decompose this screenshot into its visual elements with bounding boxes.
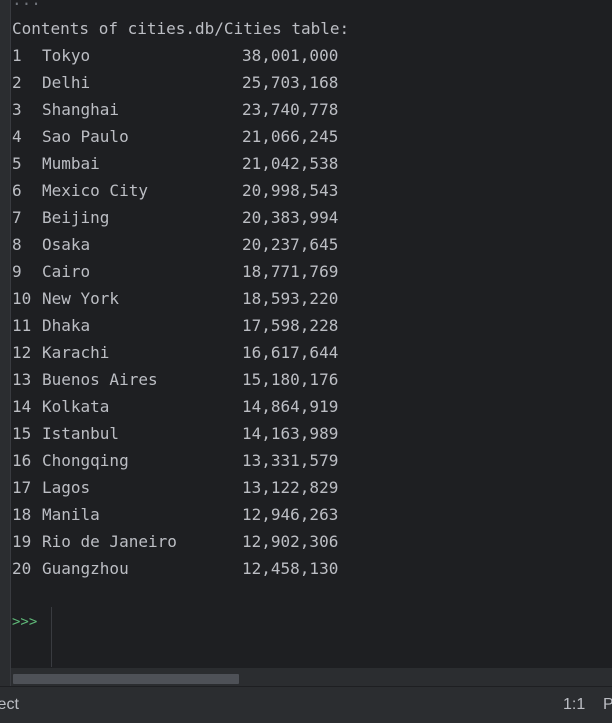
city-population: 18,593,220 [242, 289, 339, 308]
city-name: Tokyo [42, 46, 91, 65]
city-population: 15,180,176 [242, 370, 339, 389]
row-index: 8 [12, 235, 22, 254]
city-name: Beijing [42, 208, 110, 227]
city-population: 12,902,306 [242, 532, 339, 551]
output-row: 14 Kolkata 14,864,919 [12, 393, 572, 420]
row-index: 4 [12, 127, 22, 146]
city-name: Sao Paulo [42, 127, 129, 146]
city-name: New York [42, 289, 120, 308]
output-header-line: Contents of cities.db/Cities table: [12, 19, 350, 38]
output-row: 10 New York 18,593,220 [12, 285, 572, 312]
output-row: 20 Guangzhou 12,458,130 [12, 555, 572, 582]
output-row: 12 Karachi 16,617,644 [12, 339, 572, 366]
city-population: 16,617,644 [242, 343, 339, 362]
row-index: 5 [12, 154, 22, 173]
city-population: 23,740,778 [242, 100, 339, 119]
row-index: 9 [12, 262, 22, 281]
row-index: 16 [12, 451, 32, 470]
row-index: 7 [12, 208, 22, 227]
row-index: 3 [12, 100, 22, 119]
city-name: Mumbai [42, 154, 100, 173]
city-population: 18,771,769 [242, 262, 339, 281]
city-name: Dhaka [42, 316, 91, 335]
city-name: Karachi [42, 343, 110, 362]
output-row: 19 Rio de Janeiro 12,902,306 [12, 528, 572, 555]
city-population: 20,383,994 [242, 208, 339, 227]
row-index: 14 [12, 397, 32, 416]
city-name: Manila [42, 505, 100, 524]
city-population: 14,864,919 [242, 397, 339, 416]
row-index: 11 [12, 316, 32, 335]
console-prompt: >>> [12, 614, 38, 630]
output-row: 5 Mumbai 21,042,538 [12, 150, 572, 177]
city-population: 20,237,645 [242, 235, 339, 254]
horizontal-scrollbar[interactable] [11, 668, 612, 686]
city-population: 21,042,538 [242, 154, 339, 173]
output-row: 1 Tokyo 38,001,000 [12, 42, 572, 69]
city-name: Delhi [42, 73, 91, 92]
city-name: Guangzhou [42, 559, 129, 578]
output-row: 17 Lagos 13,122,829 [12, 474, 572, 501]
status-right-widget[interactable]: P [603, 696, 612, 713]
city-population: 38,001,000 [242, 46, 339, 65]
city-population: 20,998,543 [242, 181, 339, 200]
city-population: 25,703,168 [242, 73, 339, 92]
truncated-output-ellipsis: ... [12, 0, 41, 8]
row-index: 6 [12, 181, 22, 200]
city-population: 17,598,228 [242, 316, 339, 335]
output-row: 4 Sao Paulo 21,066,245 [12, 123, 572, 150]
row-index: 19 [12, 532, 32, 551]
row-index: 10 [12, 289, 32, 308]
row-index: 1 [12, 46, 22, 65]
status-bar: ject 1:1 P [0, 686, 612, 723]
city-population: 12,458,130 [242, 559, 339, 578]
city-name: Buenos Aires [42, 370, 158, 389]
caret-position-indicator[interactable]: 1:1 [563, 696, 586, 713]
output-row: 6 Mexico City 20,998,543 [12, 177, 572, 204]
city-name: Lagos [42, 478, 91, 497]
city-name: Shanghai [42, 100, 120, 119]
output-row: 13 Buenos Aires 15,180,176 [12, 366, 572, 393]
city-population: 14,163,989 [242, 424, 339, 443]
output-row: 8 Osaka 20,237,645 [12, 231, 572, 258]
status-project-label[interactable]: ject [0, 696, 19, 713]
city-name: Mexico City [42, 181, 148, 200]
row-index: 13 [12, 370, 32, 389]
row-index: 18 [12, 505, 32, 524]
row-index: 20 [12, 559, 32, 578]
console-gutter [0, 0, 10, 686]
city-name: Osaka [42, 235, 91, 254]
output-row: 18 Manila 12,946,263 [12, 501, 572, 528]
row-index: 12 [12, 343, 32, 362]
city-name: Rio de Janeiro [42, 532, 177, 551]
output-row: 16 Chongqing 13,331,579 [12, 447, 572, 474]
row-index: 2 [12, 73, 22, 92]
output-row: 11 Dhaka 17,598,228 [12, 312, 572, 339]
output-row: 2 Delhi 25,703,168 [12, 69, 572, 96]
row-index: 15 [12, 424, 32, 443]
city-name: Istanbul [42, 424, 120, 443]
city-population: 12,946,263 [242, 505, 339, 524]
city-name: Kolkata [42, 397, 110, 416]
city-name: Cairo [42, 262, 91, 281]
horizontal-scrollbar-thumb[interactable] [13, 674, 239, 684]
city-population: 13,122,829 [242, 478, 339, 497]
city-population: 21,066,245 [242, 127, 339, 146]
output-row: 15 Istanbul 14,163,989 [12, 420, 572, 447]
cities-output-list: 1 Tokyo 38,001,000 2 Delhi 25,703,168 3 Shangha… [12, 42, 572, 582]
row-index: 17 [12, 478, 32, 497]
city-name: Chongqing [42, 451, 129, 470]
city-population: 13,331,579 [242, 451, 339, 470]
output-row: 3 Shanghai 23,740,778 [12, 96, 572, 123]
output-row: 7 Beijing 20,383,994 [12, 204, 572, 231]
console-output[interactable]: ... Contents of cities.db/Cities table: … [10, 0, 612, 686]
output-row: 9 Cairo 18,771,769 [12, 258, 572, 285]
console-input-area[interactable]: >>> [11, 607, 52, 667]
